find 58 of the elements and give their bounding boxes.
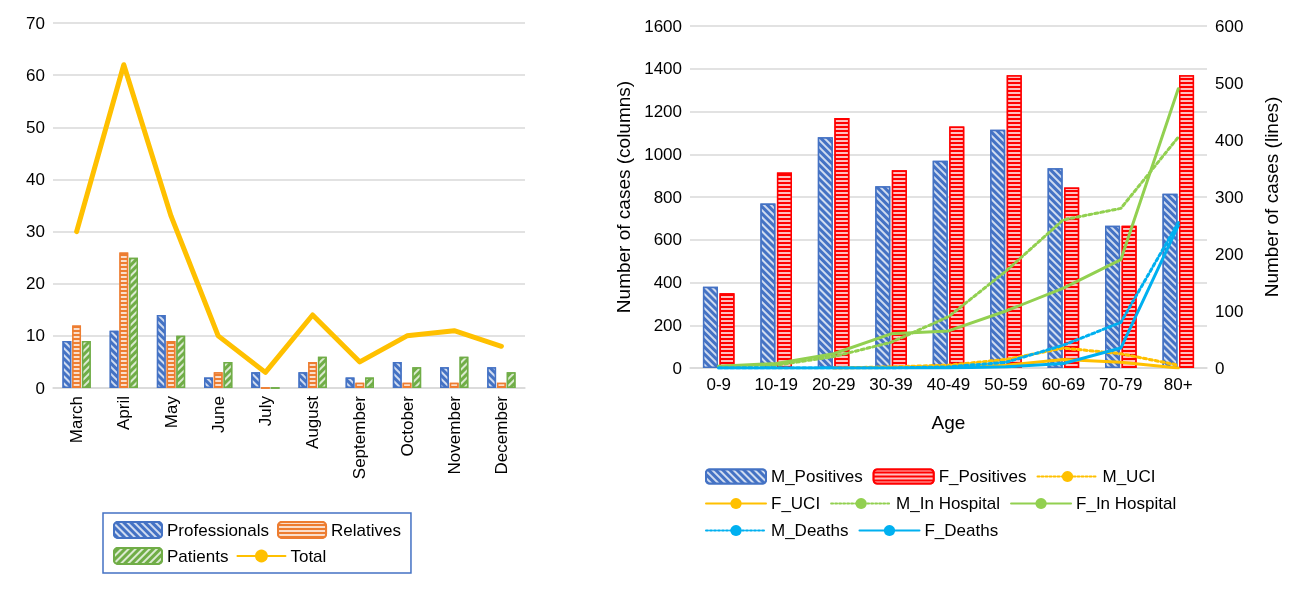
x-tick-label: 40-49 [926, 375, 971, 394]
legend-label: Total [290, 546, 327, 566]
x-tick-label: April [114, 396, 134, 431]
y2-tick-label: 600 [1215, 16, 1244, 36]
y-tick-label: 10 [26, 326, 45, 346]
legend-label: Professionals [167, 520, 270, 540]
x-tick-label: September [350, 395, 370, 480]
x-tick-label: December [491, 395, 511, 475]
y-tick-label: 1000 [644, 144, 682, 164]
y-tick-label: 0 [35, 378, 45, 398]
y-tick-label: 40 [26, 169, 45, 189]
y-tick-label: 600 [653, 230, 682, 250]
y-tick-label: 70 [26, 13, 45, 33]
legend-label: F_Positives [938, 467, 1027, 486]
x-tick-label: November [444, 395, 464, 475]
y-tick-label: 0 [672, 358, 682, 378]
x-tick-label: 70-79 [1099, 375, 1143, 394]
legend-label: M_In Hospital [896, 494, 1001, 513]
y-tick-label: 50 [26, 117, 45, 137]
legend-label: Relatives [331, 520, 401, 540]
x-tick-label: 10-19 [754, 375, 798, 394]
x-tick-label: 60-69 [1041, 375, 1086, 394]
legend-label: M_UCI [1102, 467, 1156, 486]
legend-label: F_Deaths [924, 521, 999, 540]
x-tick-label: 30-39 [869, 375, 913, 394]
legend-label: F_In Hospital [1076, 494, 1177, 513]
x-axis-title: Age [931, 412, 966, 433]
y2-tick-label: 100 [1215, 301, 1244, 321]
y-tick-label: 800 [653, 187, 682, 207]
y2-tick-label: 500 [1215, 73, 1244, 93]
legend-label: Patients [167, 546, 229, 566]
y2-tick-label: 300 [1215, 187, 1244, 207]
y2-tick-label: 400 [1215, 130, 1244, 150]
x-tick-label: 0-9 [706, 375, 732, 394]
x-tick-label: June [208, 396, 228, 433]
y-axis-title: Number of cases (columns) [613, 80, 635, 314]
y-tick-label: 60 [26, 65, 45, 85]
y-tick-label: 1200 [644, 102, 682, 121]
x-tick-label: 80+ [1163, 375, 1193, 394]
x-tick-label: August [303, 395, 323, 449]
x-tick-label: 20-29 [811, 375, 856, 394]
x-tick-label: May [161, 395, 181, 429]
legend-label: F_UCI [771, 494, 821, 513]
legend-label: M_Deaths [771, 521, 849, 540]
x-tick-label: July [255, 395, 275, 427]
y-tick-label: 30 [26, 222, 45, 242]
x-tick-label: March [67, 396, 87, 444]
x-tick-label: 50-59 [984, 375, 1028, 394]
y2-tick-label: 200 [1215, 244, 1244, 264]
y-tick-label: 400 [653, 273, 682, 292]
y2-axis-title: Number of cases (lines) [1261, 96, 1282, 298]
x-tick-label: October [397, 395, 417, 457]
legend-label: M_Positives [771, 467, 863, 486]
y-tick-label: 200 [653, 315, 682, 335]
y2-tick-label: 0 [1215, 358, 1225, 378]
y-tick-label: 1600 [644, 16, 682, 36]
y-tick-label: 1400 [644, 59, 682, 79]
y-tick-label: 20 [26, 274, 45, 294]
